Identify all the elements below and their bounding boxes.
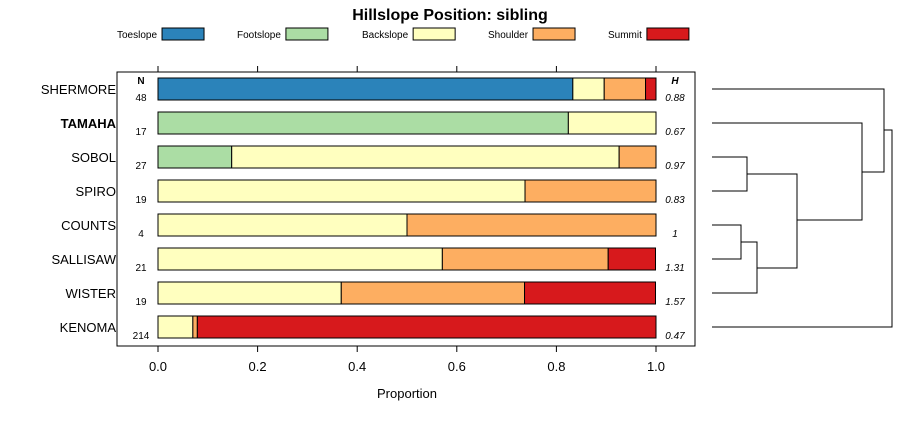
legend-label-summit: Summit [608,30,642,41]
bar-spiro-backslope [157,179,526,203]
n-value-shermore: 48 [135,93,147,104]
bar-shermore-summit [645,77,657,101]
h-value-kenoma: 0.47 [665,331,685,342]
bar-wister-backslope [157,281,342,305]
bar-sobol-backslope [231,145,620,169]
bar-sobol-shoulder [618,145,657,169]
bar-tamaha-backslope [567,111,657,135]
x-tick-label: 1.0 [647,359,665,374]
legend-label-toeslope: Toeslope [117,30,157,41]
h-value-tamaha: 0.67 [665,127,685,138]
dendrogram [712,88,893,328]
dendrogram-branch-3 [712,241,758,294]
legend-label-shoulder: Shoulder [488,30,529,41]
bar-sallisaw-shoulder [441,247,609,271]
bar-sobol-footslope [157,145,233,169]
bar-shermore-backslope [572,77,605,101]
bar-tamaha-footslope [157,111,569,135]
n-value-spiro: 19 [135,195,147,206]
x-axis: 0.0 0.2 0.4 0.6 0.8 1.0 [149,66,665,374]
bar-wister-summit [524,281,657,305]
bar-spiro-shoulder [524,179,657,203]
row-label-sallisaw: SALLISAW [51,252,116,267]
dendrogram-branch-7 [712,129,893,328]
h-value-spiro: 0.83 [665,195,685,206]
legend-label-footslope: Footslope [237,30,281,41]
bar-sallisaw-summit [607,247,657,271]
legend-swatch-shoulder [532,27,576,41]
dendrogram-branch-4 [747,173,798,269]
n-value-sobol: 27 [135,161,147,172]
h-value-counts: 1 [672,229,678,240]
bar-counts-backslope [157,213,408,237]
chart-title: Hillslope Position: sibling [352,7,548,24]
h-value-sobol: 0.97 [665,161,685,172]
legend: Toeslope Footslope Backslope Shoulder Summit [117,27,690,41]
row-label-wister: WISTER [65,286,116,301]
bar-shermore-toeslope [157,77,574,101]
bar-wister-shoulder [340,281,526,305]
legend-swatch-footslope [285,27,329,41]
x-tick-label: 0.4 [348,359,366,374]
x-tick-label: 0.6 [448,359,466,374]
legend-swatch-summit [646,27,690,41]
row-label-shermore: SHERMORE [41,82,116,97]
dendrogram-branch-2 [712,224,742,260]
legend-swatch-backslope [412,27,456,41]
row-label-tamaha: TAMAHA [61,116,117,131]
x-tick-label: 0.0 [149,359,167,374]
legend-swatch-toeslope [161,27,205,41]
row-label-spiro: SPIRO [76,184,116,199]
x-tick-label: 0.8 [547,359,565,374]
h-value-wister: 1.57 [665,297,685,308]
dendrogram-branch-5 [712,122,863,221]
n-value-wister: 19 [135,297,147,308]
dendrogram-branch-1 [712,156,748,192]
plot-panel [116,71,696,347]
row-label-counts: COUNTS [61,218,116,233]
dendrogram-branch-6 [712,88,885,173]
n-value-counts: 4 [138,229,144,240]
bar-counts-shoulder [406,213,657,237]
bar-sallisaw-backslope [157,247,443,271]
n-column-header: N [137,76,144,87]
row-label-kenoma: KENOMA [60,320,117,335]
h-column-header: H [671,76,679,87]
bar-shermore-shoulder [603,77,647,101]
legend-label-backslope: Backslope [362,30,409,41]
row-label-sobol: SOBOL [71,150,116,165]
x-axis-title: Proportion [377,386,437,401]
h-value-sallisaw: 1.31 [665,263,684,274]
x-tick-label: 0.2 [249,359,267,374]
bar-kenoma-shoulder [192,315,198,339]
bar-kenoma-backslope [157,315,194,339]
n-value-kenoma: 214 [133,331,150,342]
n-value-tamaha: 17 [135,127,147,138]
bar-rows: SHERMORE 48 0.88 TAMAHA 17 0.67 SOBOL 27 0.97 SPI… [41,77,685,342]
bar-kenoma-summit [196,315,657,339]
h-value-shermore: 0.88 [665,93,685,104]
n-value-sallisaw: 21 [135,263,147,274]
